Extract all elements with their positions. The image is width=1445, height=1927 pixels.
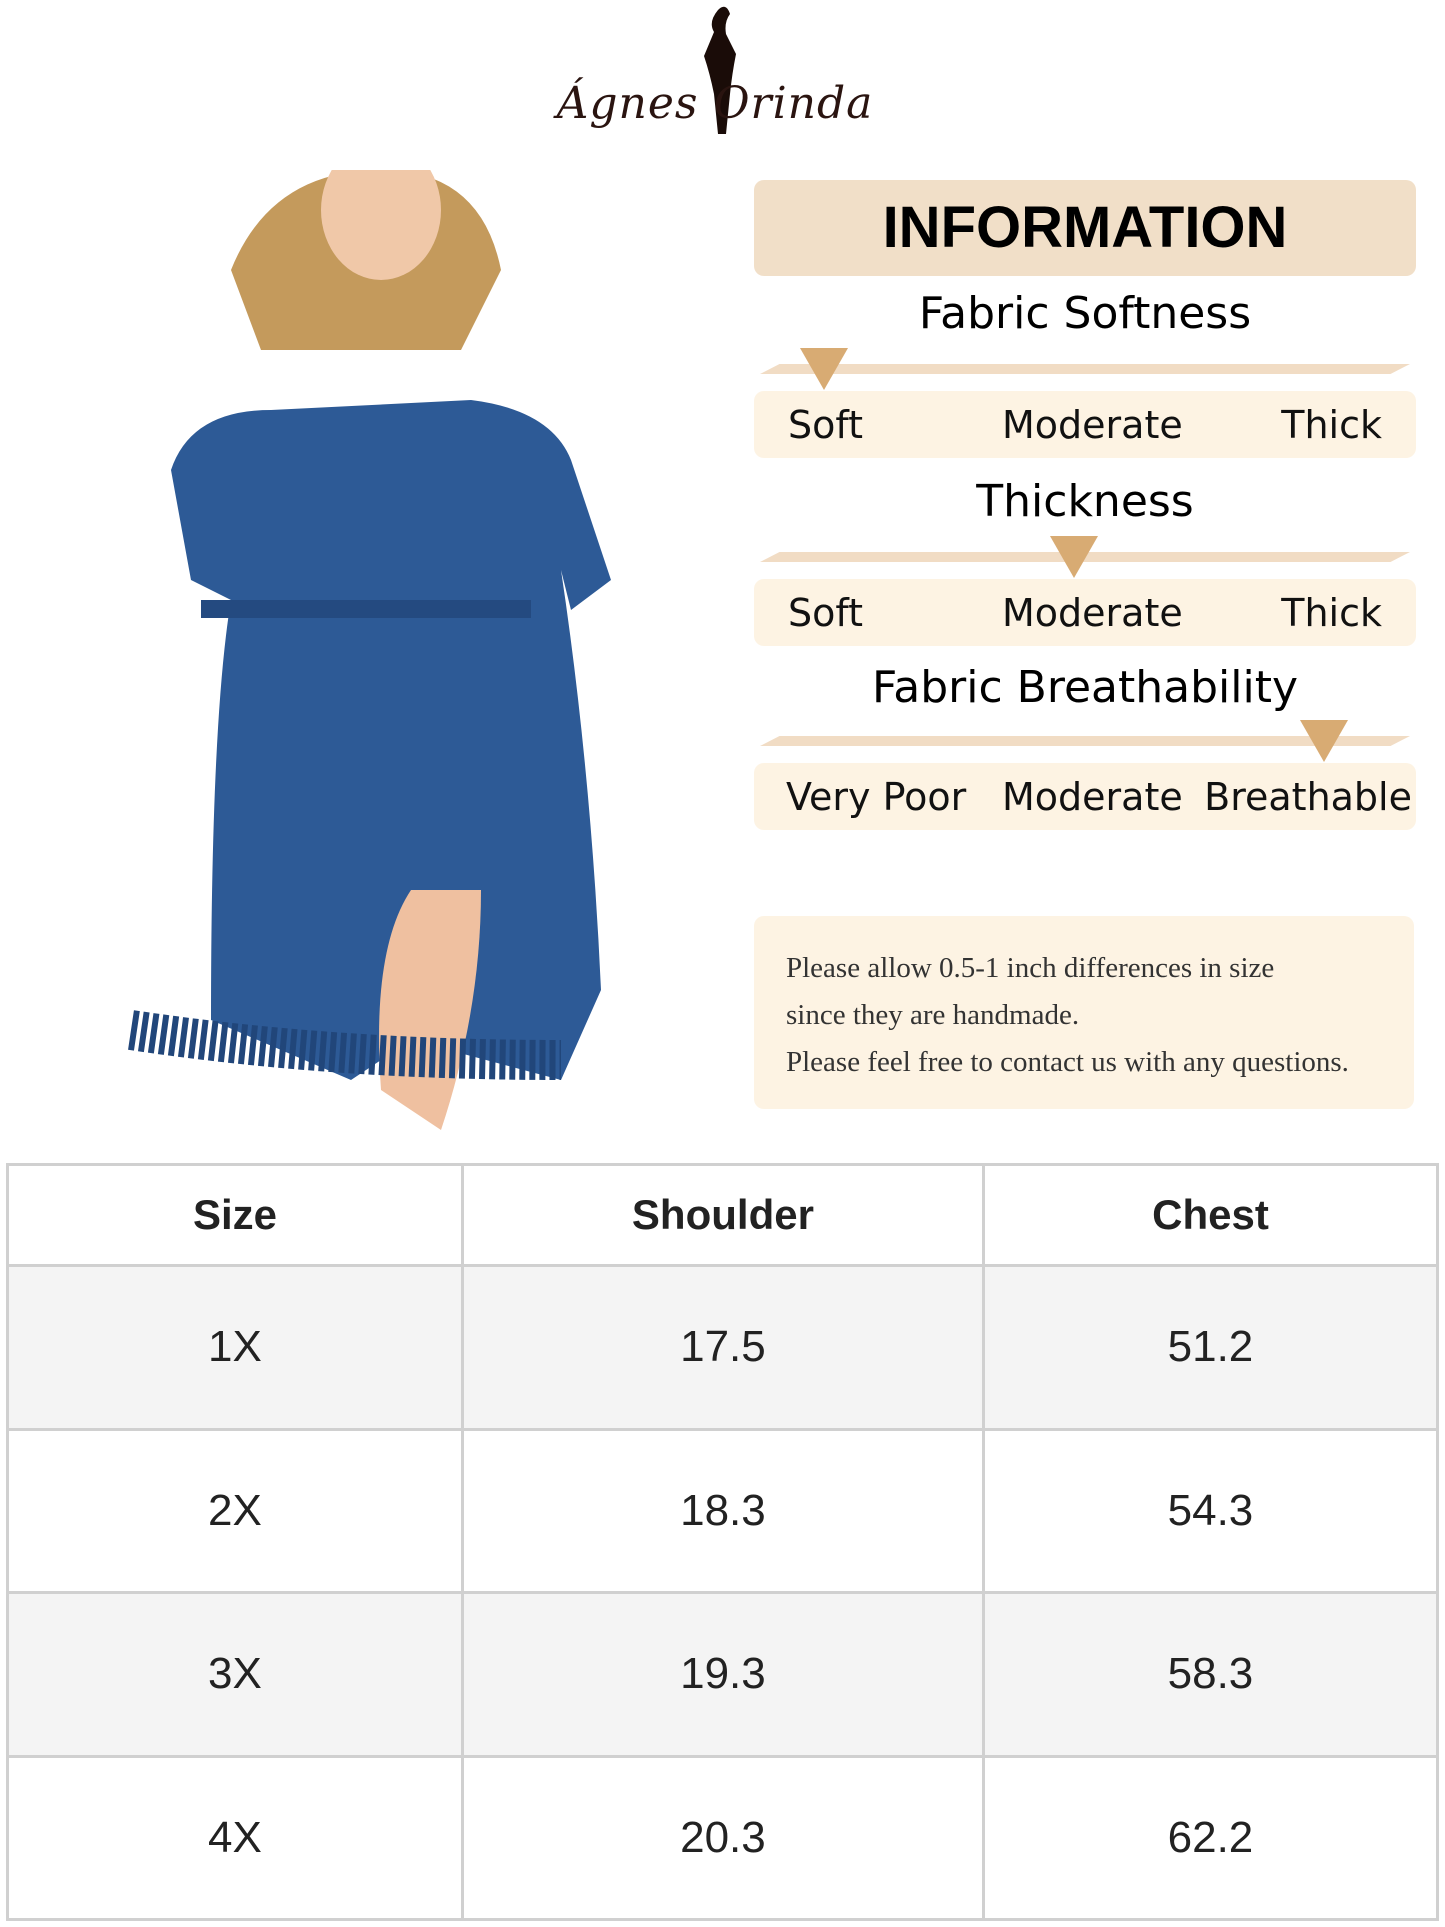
table-header-row: Size Shoulder Chest [6, 1163, 1440, 1267]
scale-label: Breathable [1204, 775, 1412, 819]
cell-size: 1X [6, 1264, 464, 1431]
header-shoulder: Shoulder [460, 1163, 985, 1267]
scale-bar-breathability [760, 736, 1410, 746]
cell-chest: 51.2 [981, 1264, 1440, 1431]
scale-label: Moderate [1002, 403, 1183, 447]
table-row: 3X 19.3 58.3 [6, 1591, 1440, 1758]
scale-label: Soft [788, 403, 863, 447]
header-chest: Chest [981, 1163, 1440, 1267]
logo-figure-icon [704, 6, 736, 134]
scale-label: Thick [1281, 403, 1382, 447]
cell-shoulder: 20.3 [460, 1754, 985, 1921]
cell-shoulder: 17.5 [460, 1264, 985, 1431]
scale-label: Moderate [1002, 591, 1183, 635]
table-row: 4X 20.3 62.2 [6, 1754, 1440, 1921]
cell-size: 4X [6, 1754, 464, 1921]
size-table: Size Shoulder Chest 1X 17.5 51.2 2X 18.3… [6, 1163, 1440, 1921]
cell-chest: 58.3 [981, 1591, 1440, 1758]
product-photo [111, 140, 664, 1144]
scale-labels-breathability: Very Poor Moderate Breathable [754, 763, 1416, 830]
information-title: INFORMATION [754, 180, 1416, 276]
scale-label: Soft [788, 591, 863, 635]
scale-title-softness: Fabric Softness [918, 288, 1252, 339]
cell-size: 3X [6, 1591, 464, 1758]
size-note: Please allow 0.5-1 inch differences in s… [754, 916, 1414, 1109]
scale-marker-thickness-icon [1050, 536, 1098, 578]
header-size: Size [6, 1163, 464, 1267]
scale-label: Thick [1281, 591, 1382, 635]
scale-label: Very Poor [786, 775, 967, 819]
note-line: Please feel free to contact us with any … [786, 1046, 1349, 1078]
cell-shoulder: 18.3 [460, 1427, 985, 1594]
brand-logo: Ágnes Orinda [540, 0, 890, 150]
cell-chest: 54.3 [981, 1427, 1440, 1594]
cell-shoulder: 19.3 [460, 1591, 985, 1758]
scale-marker-breathability-icon [1300, 720, 1348, 762]
cell-chest: 62.2 [981, 1754, 1440, 1921]
scale-marker-softness-icon [800, 348, 848, 390]
table-row: 1X 17.5 51.2 [6, 1264, 1440, 1431]
scale-bar-softness [760, 364, 1410, 374]
table-row: 2X 18.3 54.3 [6, 1427, 1440, 1594]
scale-labels-softness: Soft Moderate Thick [754, 391, 1416, 458]
note-line: Please allow 0.5-1 inch differences in s… [786, 952, 1275, 984]
logo-text: Ágnes Orinda [556, 78, 874, 129]
scale-title-breathability: Fabric Breathability [872, 662, 1298, 713]
scale-labels-thickness: Soft Moderate Thick [754, 579, 1416, 646]
cell-size: 2X [6, 1427, 464, 1594]
note-line: since they are handmade. [786, 999, 1080, 1031]
scale-title-thickness: Thickness [976, 476, 1194, 527]
scale-label: Moderate [1002, 775, 1183, 819]
